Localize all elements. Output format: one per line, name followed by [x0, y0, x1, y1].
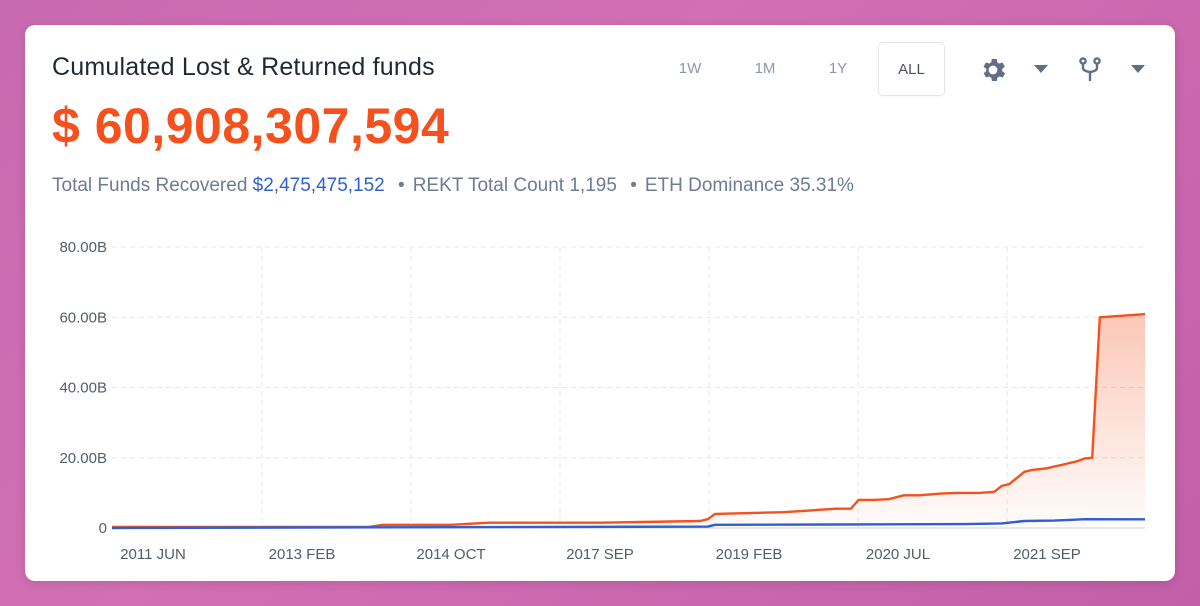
x-tick-label: 2020 JUL — [866, 546, 930, 563]
total-lost-value: $ 60,908,307,594 — [52, 98, 450, 154]
y-tick-label: 20.00B — [59, 450, 107, 467]
range-button-1m[interactable]: 1M — [754, 59, 776, 77]
stats-line: Total Funds Recovered $2,475,475,152 • RE… — [52, 175, 854, 197]
range-button-1y[interactable]: 1Y — [828, 59, 848, 77]
range-button-1w[interactable]: 1W — [678, 59, 702, 77]
lost-funds-area — [112, 314, 1145, 528]
fork-icon[interactable] — [1078, 56, 1102, 84]
recovered-label: Total Funds Recovered — [52, 175, 248, 196]
x-tick-label: 2017 SEP — [566, 546, 634, 563]
x-tick-label: 2014 OCT — [416, 546, 485, 563]
range-button-all[interactable]: ALL — [878, 42, 945, 96]
chart-title: Cumulated Lost & Returned funds — [52, 53, 435, 81]
eth-dominance: ETH Dominance 35.31% — [644, 175, 854, 196]
x-tick-label: 2013 FEB — [269, 546, 336, 563]
returned-funds-line — [111, 518, 1146, 530]
caret-down-icon[interactable] — [1033, 63, 1049, 75]
x-tick-label: 2011 JUN — [120, 546, 186, 563]
chart-card: Cumulated Lost & Returned funds $ 60,908… — [25, 25, 1175, 581]
area-chart: 80.00B 60.00B 40.00B 20.00B 0 2011 JUN 2013 FE… — [59, 239, 1146, 563]
y-tick-label: 80.00B — [59, 239, 107, 256]
lost-funds-line — [112, 312, 1146, 529]
y-tick-label: 60.00B — [59, 309, 107, 326]
y-tick-label: 0 — [99, 520, 107, 537]
recovered-value-link[interactable]: $2,475,475,152 — [252, 175, 385, 196]
x-tick-label: 2019 FEB — [716, 546, 783, 563]
gear-icon[interactable] — [978, 55, 1008, 85]
rekt-count: REKT Total Count 1,195 — [412, 175, 617, 196]
y-tick-label: 40.00B — [59, 380, 107, 397]
caret-down-icon[interactable] — [1130, 63, 1146, 75]
separator-dot: • — [398, 175, 405, 196]
separator-dot: • — [630, 175, 637, 196]
x-tick-label: 2021 SEP — [1013, 546, 1081, 563]
